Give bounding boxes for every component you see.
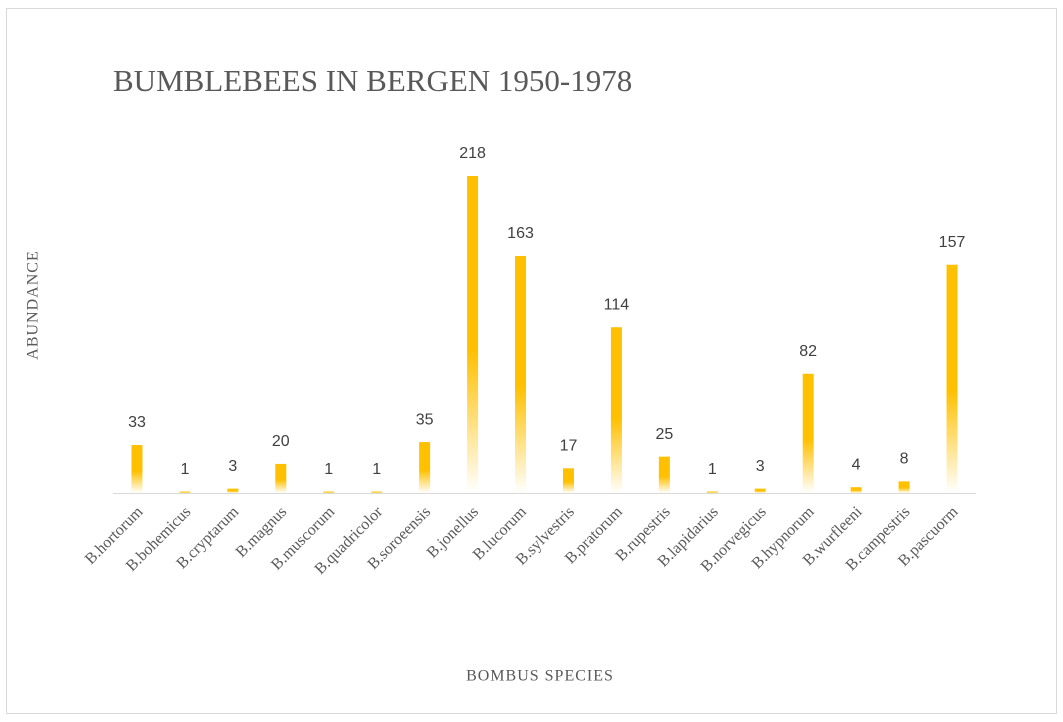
data-label: 157 (939, 234, 966, 251)
data-label: 3 (756, 458, 765, 475)
bar (658, 456, 670, 493)
data-label: 20 (272, 433, 290, 450)
bar (706, 491, 718, 493)
data-label: 1 (708, 461, 717, 478)
data-label: 1 (180, 461, 189, 478)
bar (754, 488, 766, 493)
data-label: 3 (228, 458, 237, 475)
data-label: 1 (372, 461, 381, 478)
bar (227, 488, 239, 493)
data-label: 35 (416, 411, 434, 428)
data-label: 82 (799, 343, 817, 360)
data-label: 33 (128, 414, 146, 431)
bar (179, 491, 191, 493)
data-label: 8 (900, 451, 909, 468)
bar (610, 327, 622, 493)
data-label: 1 (324, 461, 333, 478)
bar (131, 445, 143, 493)
bar (275, 463, 287, 493)
bar (467, 176, 479, 493)
data-label: 25 (655, 426, 673, 443)
data-label: 218 (459, 145, 486, 162)
x-axis-title: BOMBUS SPECIES (466, 668, 614, 685)
data-label: 163 (507, 225, 534, 242)
bar (323, 491, 335, 493)
bar (898, 481, 910, 493)
data-label: 17 (560, 437, 578, 454)
bar (515, 255, 527, 493)
chart-frame (6, 8, 1057, 714)
chart-title: BUMBLEBEES IN BERGEN 1950-1978 (113, 63, 632, 98)
bar (850, 487, 862, 493)
bar (562, 468, 574, 493)
bar (946, 264, 958, 493)
bar (419, 442, 431, 493)
y-axis-title: ABUNDANCE (25, 250, 42, 359)
bar (802, 373, 814, 493)
data-label: 114 (604, 296, 630, 313)
data-label: 4 (852, 456, 861, 473)
bar (371, 491, 383, 493)
